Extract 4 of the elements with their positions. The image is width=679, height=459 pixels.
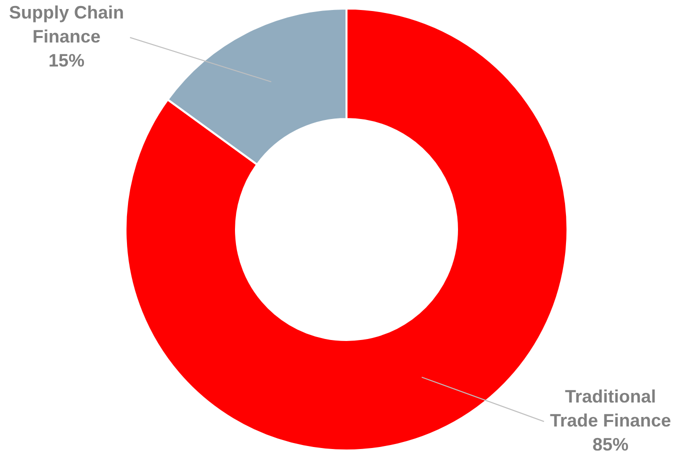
data-label: 85% — [592, 434, 629, 454]
slice-label: Supply Chain Finance — [8, 2, 124, 46]
data-label: 15% — [48, 50, 85, 70]
slice-label: Traditional Trade Finance — [550, 386, 672, 430]
